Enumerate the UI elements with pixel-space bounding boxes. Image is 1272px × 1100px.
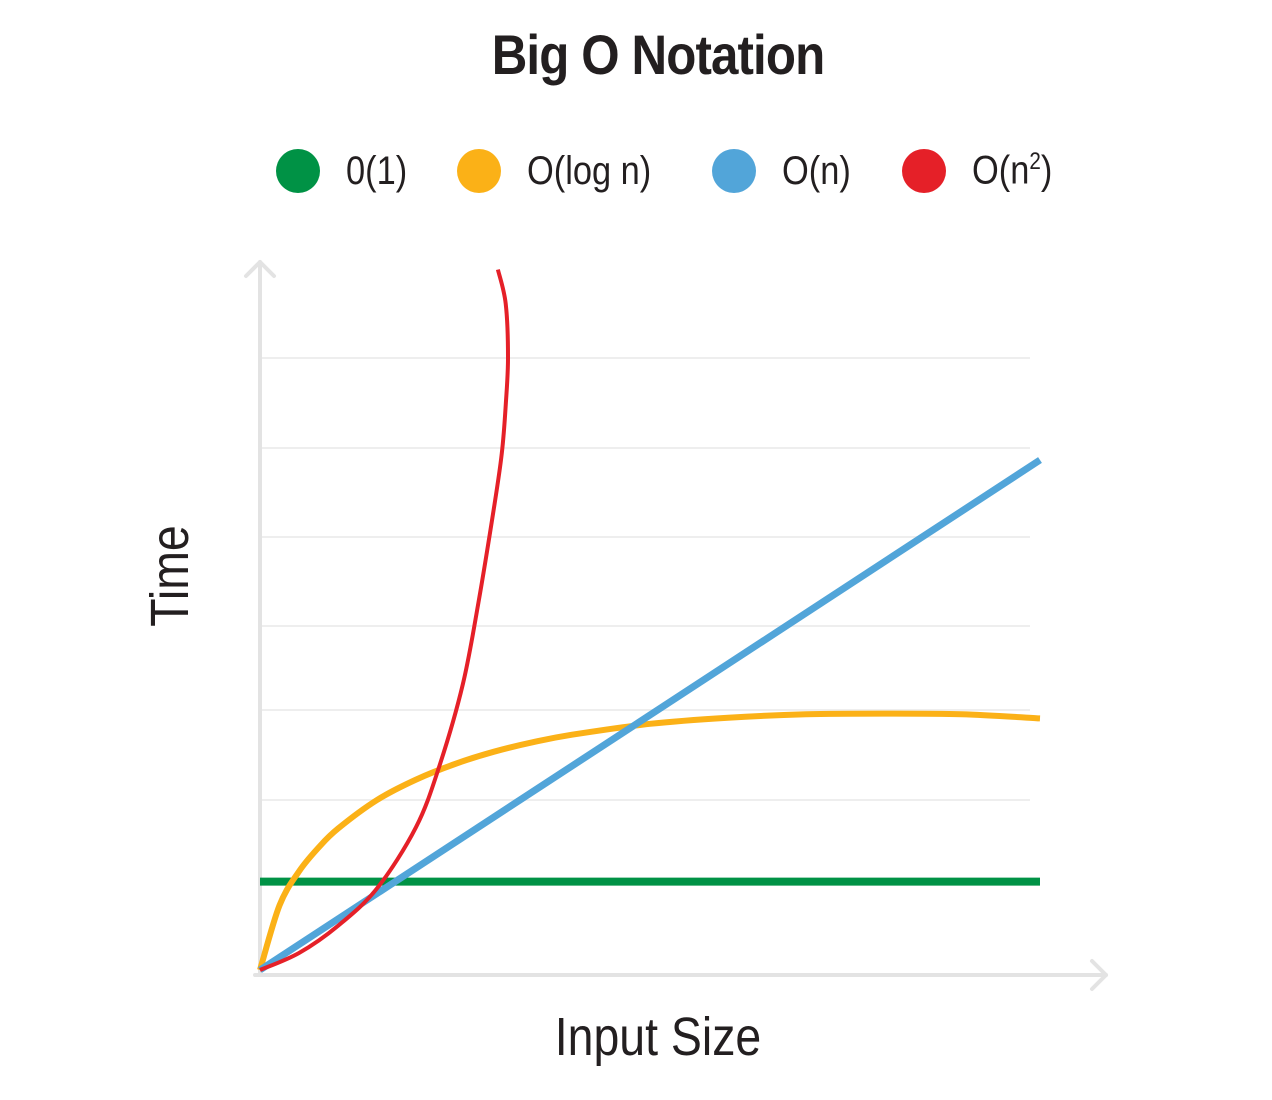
- legend-item-o1: 0(1): [276, 149, 417, 194]
- legend-label-on2-exponent: 2: [1028, 148, 1041, 176]
- series-line-on: [258, 457, 1042, 973]
- legend-item-on: O(n): [711, 148, 862, 194]
- y-axis-label: Time: [140, 525, 200, 627]
- legend-swatch-ologn: [457, 149, 502, 193]
- y-axis-arrow: [244, 260, 276, 278]
- x-axis-label: Input Size: [554, 1007, 762, 1067]
- legend-label-on: O(n): [781, 148, 851, 193]
- gridlines: [260, 357, 1030, 801]
- legend-swatch-on: [711, 149, 756, 193]
- series-line-on2: [259, 269, 510, 972]
- legend-swatch-on2: [901, 148, 946, 193]
- series-line-ologn: [257, 710, 1041, 971]
- axes: [244, 260, 1108, 991]
- legend-label-on2-base: O(n: [971, 148, 1029, 193]
- legend-swatch-o1: [276, 149, 320, 193]
- legend-label-ologn: O(log n): [527, 148, 652, 193]
- series-layer: [257, 269, 1042, 973]
- legend-label-o1: 0(1): [346, 148, 408, 193]
- chart-title: Big O Notation: [491, 23, 825, 86]
- legend-item-ologn: O(log n): [457, 149, 672, 194]
- legend-label-on2: O(n2): [972, 148, 1052, 193]
- legend-label-on2-tail: ): [1040, 148, 1052, 193]
- legend: 0(1) O(log n) O(n) O(n2): [276, 146, 1105, 196]
- legend-item-on2: O(n2): [901, 148, 1065, 193]
- x-axis-arrow: [1090, 959, 1108, 991]
